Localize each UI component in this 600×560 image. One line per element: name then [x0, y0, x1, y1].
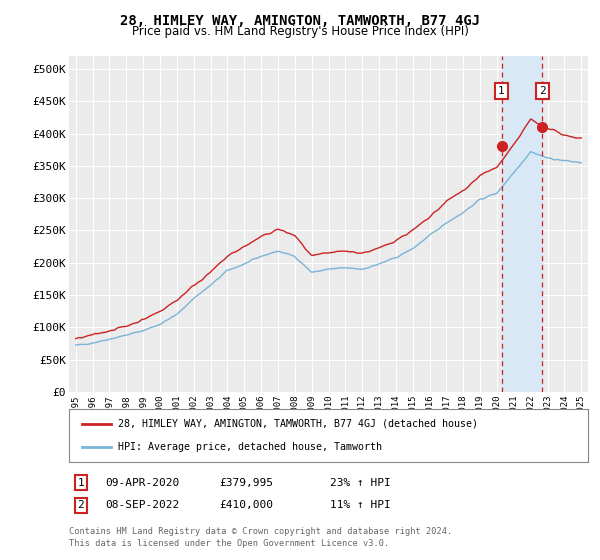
Text: £379,995: £379,995: [219, 478, 273, 488]
Text: 11% ↑ HPI: 11% ↑ HPI: [330, 500, 391, 510]
Text: £410,000: £410,000: [219, 500, 273, 510]
Text: 2: 2: [77, 500, 85, 510]
Text: 23% ↑ HPI: 23% ↑ HPI: [330, 478, 391, 488]
Text: 08-SEP-2022: 08-SEP-2022: [105, 500, 179, 510]
Text: 1: 1: [498, 86, 505, 96]
Text: Price paid vs. HM Land Registry's House Price Index (HPI): Price paid vs. HM Land Registry's House …: [131, 25, 469, 38]
Text: 09-APR-2020: 09-APR-2020: [105, 478, 179, 488]
Text: Contains HM Land Registry data © Crown copyright and database right 2024.: Contains HM Land Registry data © Crown c…: [69, 528, 452, 536]
Text: This data is licensed under the Open Government Licence v3.0.: This data is licensed under the Open Gov…: [69, 539, 389, 548]
Text: 1: 1: [77, 478, 85, 488]
Text: 2: 2: [539, 86, 546, 96]
Text: 28, HIMLEY WAY, AMINGTON, TAMWORTH, B77 4GJ: 28, HIMLEY WAY, AMINGTON, TAMWORTH, B77 …: [120, 14, 480, 28]
Text: HPI: Average price, detached house, Tamworth: HPI: Average price, detached house, Tamw…: [118, 442, 382, 452]
Bar: [502, 56, 542, 392]
Text: 28, HIMLEY WAY, AMINGTON, TAMWORTH, B77 4GJ (detached house): 28, HIMLEY WAY, AMINGTON, TAMWORTH, B77 …: [118, 419, 478, 429]
